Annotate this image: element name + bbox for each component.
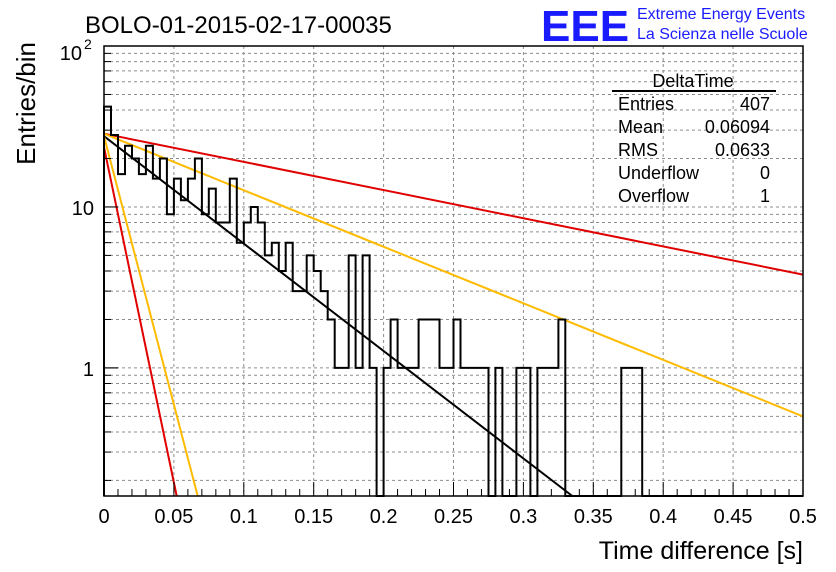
- curve-bound_inner-3: [103, 135, 199, 497]
- fit-curves: [103, 132, 804, 497]
- x-axis-label: Time difference [s]: [599, 537, 803, 565]
- curve-bound_outer-4: [103, 146, 178, 497]
- y-tick-label: 10: [72, 198, 94, 220]
- stats-overflow-label: Overflow: [618, 186, 690, 206]
- x-tick-label: 0.5: [789, 506, 817, 528]
- x-tick-label: 0.3: [509, 506, 537, 528]
- curve-bound_inner-2: [103, 132, 804, 418]
- y-tick-label: 10: [60, 43, 82, 65]
- stats-name: DeltaTime: [652, 71, 733, 91]
- x-tick-label: 0.45: [714, 506, 753, 528]
- x-tick-label: 0.15: [294, 506, 333, 528]
- x-tick-label: 0.2: [370, 506, 398, 528]
- x-tick-label: 0.25: [434, 506, 473, 528]
- stats-underflow-label: Underflow: [618, 163, 700, 183]
- x-tick-label: 0.4: [649, 506, 677, 528]
- logo-line1: Extreme Energy Events: [637, 6, 805, 23]
- grid-lines: [104, 46, 803, 496]
- stats-rms-value: 0.0633: [715, 140, 770, 160]
- eee-logo: EEE Extreme Energy Events La Scienza nel…: [541, 2, 808, 51]
- stats-entries-label: Entries: [618, 94, 674, 114]
- y-tick-label: 1: [83, 359, 94, 381]
- logo-line2: La Scienza nelle Scuole: [637, 26, 808, 43]
- x-tick-label: 0: [98, 506, 109, 528]
- chart-title: BOLO-01-2015-02-17-00035: [85, 12, 392, 39]
- curve-fit-0: [103, 135, 573, 497]
- x-tick-labels: 0 0.05 0.1 0.15 0.2 0.25 0.3 0.35 0.4 0.45 0.5: [98, 506, 816, 528]
- stats-entries-value: 407: [740, 94, 770, 114]
- logo-letters: EEE: [541, 2, 629, 51]
- stats-underflow-value: 0: [760, 163, 770, 183]
- x-tick-label: 0.1: [230, 506, 258, 528]
- x-tick-label: 0.35: [574, 506, 613, 528]
- curve-bound_outer-1: [103, 132, 804, 276]
- stats-mean-value: 0.06094: [705, 117, 770, 137]
- stats-rms-label: RMS: [618, 140, 658, 160]
- stats-box: DeltaTime Entries 407 Mean 0.06094 RMS 0.0633…: [612, 71, 776, 206]
- x-tick-label: 0.05: [154, 506, 193, 528]
- y-tick-label-exponent: 2: [84, 36, 92, 52]
- stats-overflow-value: 1: [760, 186, 770, 206]
- stats-mean-label: Mean: [618, 117, 663, 137]
- axes: [103, 45, 804, 497]
- y-axis-label: Entries/bin: [11, 42, 41, 165]
